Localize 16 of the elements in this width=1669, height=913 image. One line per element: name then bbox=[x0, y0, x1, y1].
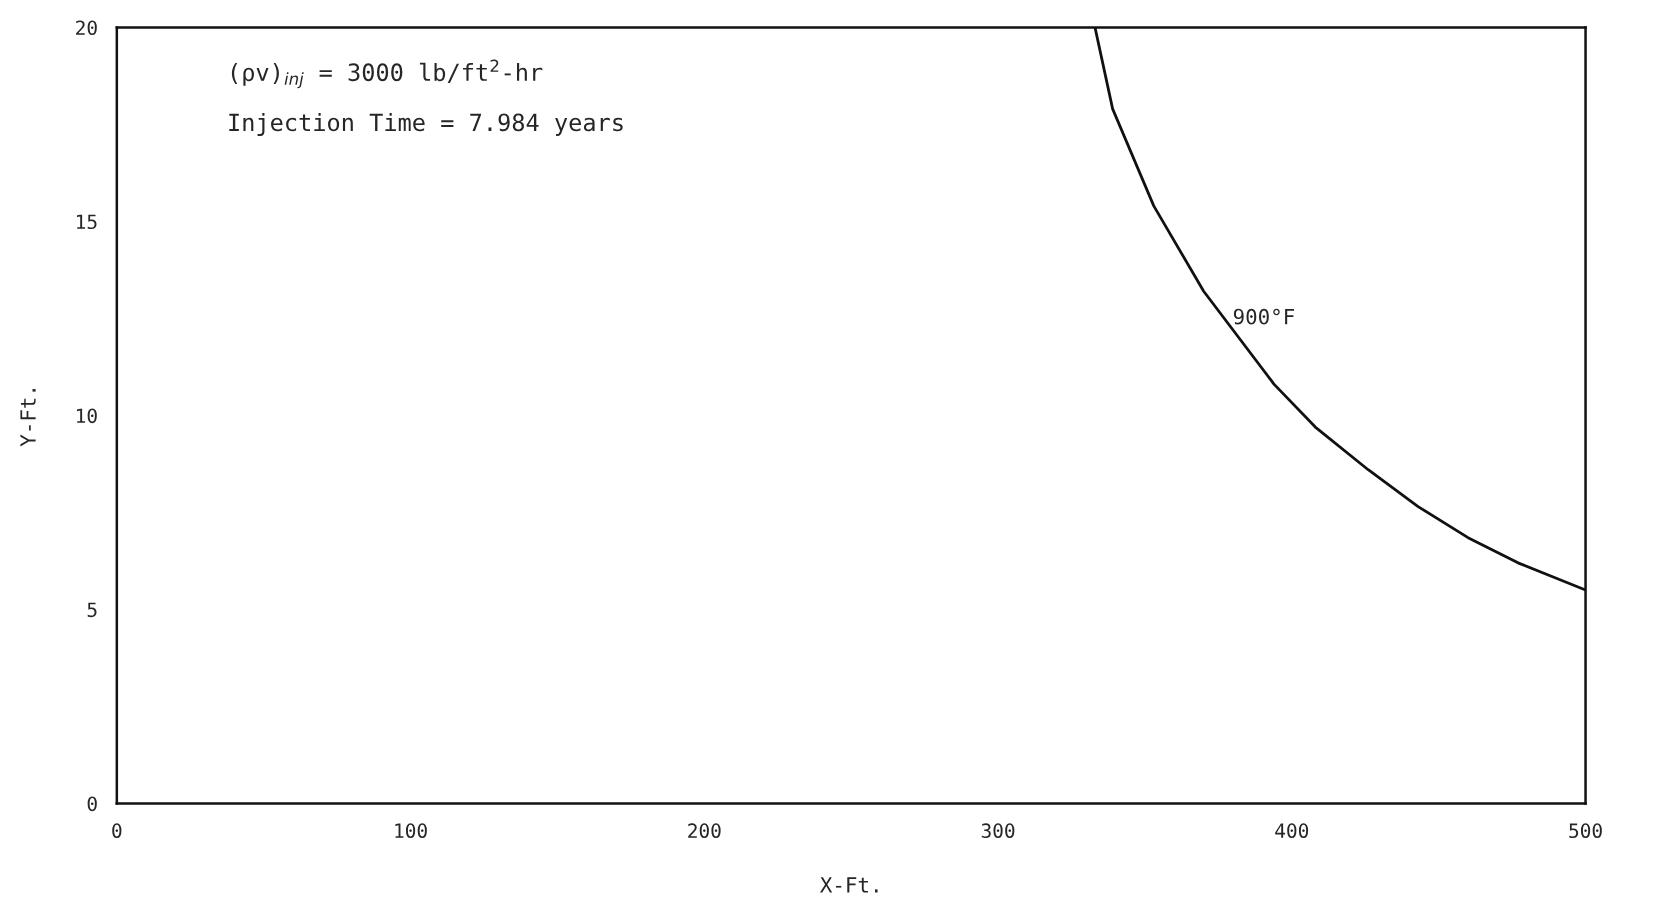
y-tick-label: 0 bbox=[87, 796, 97, 812]
y-tick-label: 5 bbox=[87, 602, 97, 618]
y-tick-label: 10 bbox=[77, 408, 97, 424]
annotation: (ρv)$_{inj}$ = 3000 lb/ft$^{2}$-hr bbox=[231, 59, 543, 89]
x-tick-label: 200 bbox=[688, 823, 721, 839]
y-tick-label: 15 bbox=[77, 214, 97, 230]
x-tick-label: 300 bbox=[981, 823, 1015, 839]
x-tick-label: 0 bbox=[112, 823, 122, 839]
x-tick-label: 400 bbox=[1275, 823, 1309, 839]
x-tick-label: 500 bbox=[1569, 823, 1602, 839]
y-tick-label: 20 bbox=[76, 20, 97, 36]
annotation: 900°F bbox=[1233, 308, 1295, 325]
x-axis-title: X-Ft. bbox=[820, 877, 878, 893]
x-tick-label: 100 bbox=[395, 823, 427, 839]
annotation: Injection Time = 7.984 years bbox=[229, 113, 623, 136]
y-axis-title: Y-Ft. bbox=[20, 389, 36, 447]
